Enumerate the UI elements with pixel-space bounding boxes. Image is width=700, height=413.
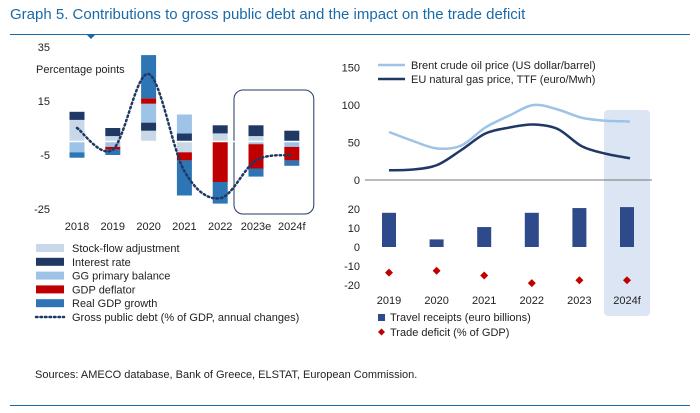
chart-title: Graph 5. Contributions to gross public d… — [10, 6, 526, 23]
travel-bar — [382, 212, 396, 247]
bar-segment-real_gdp — [141, 55, 157, 99]
bar-segment-stock_flow — [69, 119, 85, 142]
legend-label: Interest rate — [72, 257, 131, 269]
travel-bar — [572, 208, 587, 247]
bar-segment-real_gdp — [248, 168, 264, 177]
y-tick-label: 50 — [348, 138, 360, 150]
bar-segment-stock_flow — [141, 130, 157, 142]
x-tick-label: 2024f — [613, 295, 641, 307]
series-line-brent — [388, 103, 631, 151]
legend-label: Travel receipts (euro billions) — [390, 312, 531, 324]
y-tick-label: 100 — [342, 100, 360, 112]
bar-segment-primary — [248, 141, 264, 145]
bar-segment-interest — [212, 125, 228, 134]
bar-segment-primary — [284, 141, 300, 147]
x-tick-label: 2021 — [172, 221, 196, 233]
bar-segment-real_gdp — [176, 160, 192, 196]
debt-line — [75, 72, 294, 200]
bar-segment-stock_flow — [248, 136, 264, 142]
legend-label: Trade deficit (% of GDP) — [390, 327, 509, 339]
x-tick-label: 2022 — [520, 295, 544, 307]
title-notch — [86, 34, 96, 39]
bar-segment-primary — [176, 114, 192, 134]
legend-label: Brent crude oil price (US dollar/barrel) — [411, 60, 596, 72]
bottom-divider — [10, 405, 690, 406]
y-tick-label: -25 — [34, 204, 50, 216]
travel-bar — [477, 227, 492, 247]
y-tick-label: 0 — [354, 242, 360, 254]
x-tick-label: 2023e — [241, 221, 272, 233]
y-tick-label: 10 — [348, 223, 360, 235]
x-tick-label: 2019 — [377, 295, 401, 307]
y-tick-label: -20 — [344, 280, 360, 292]
bar-segment-real_gdp — [284, 160, 300, 166]
x-tick-label: 2023 — [567, 295, 591, 307]
y-tick-label: 0 — [354, 175, 360, 187]
bar-segment-deflator — [284, 146, 300, 161]
y-axis-label: Percentage points — [36, 64, 125, 76]
legend-swatch-stock_flow — [36, 244, 64, 252]
bar-segment-primary — [141, 103, 157, 123]
bar-segment-interest — [105, 128, 121, 137]
bar-segment-primary — [105, 141, 121, 147]
bar-segment-deflator — [141, 98, 157, 104]
bar-segment-real_gdp — [69, 152, 85, 158]
bar-segment-interest — [248, 125, 264, 137]
bar-segment-interest — [176, 133, 192, 142]
trade-deficit-marker — [432, 266, 441, 275]
legend-label: Stock-flow adjustment — [72, 243, 180, 255]
x-tick-label: 2018 — [65, 221, 89, 233]
y-tick-label: -10 — [344, 261, 360, 273]
series-line-gas — [388, 123, 631, 172]
x-tick-label: 2019 — [101, 221, 125, 233]
bar-segment-interest — [284, 130, 300, 142]
bar-segment-interest — [141, 122, 157, 131]
bar-segment-primary — [69, 141, 85, 153]
legend-swatch-trade — [378, 328, 385, 336]
x-tick-label: 2022 — [208, 221, 232, 233]
x-tick-label: 2021 — [472, 295, 496, 307]
y-tick-label: 35 — [38, 42, 50, 54]
bar-segment-real_gdp — [212, 182, 228, 204]
bar-segment-deflator — [248, 144, 264, 169]
legend-label: GDP deflator — [72, 284, 136, 296]
legend-swatch-interest — [36, 257, 64, 266]
bar-segment-real_gdp — [105, 149, 121, 155]
y-tick-label: 20 — [348, 204, 360, 216]
y-tick-label: 15 — [38, 96, 50, 108]
travel-bar — [524, 212, 539, 247]
x-tick-label: 2024f — [278, 221, 306, 233]
forecast-highlight-box — [233, 89, 315, 215]
trade-deficit-marker — [385, 268, 393, 277]
legend-label: Gross public debt (% of GDP, annual chan… — [72, 312, 299, 324]
bar-segment-deflator — [212, 141, 228, 182]
legend-swatch-real_gdp — [36, 299, 64, 308]
bar-segment-stock_flow — [105, 136, 121, 142]
x-tick-label: 2020 — [424, 295, 448, 307]
bar-segment-deflator — [176, 152, 192, 161]
travel-bar — [429, 239, 444, 247]
travel-bar — [620, 207, 634, 247]
title-divider — [10, 34, 690, 35]
trade-deficit-marker — [527, 279, 536, 288]
legend-swatch-primary — [36, 271, 64, 280]
bar-segment-interest — [69, 111, 85, 120]
x-tick-label: 2020 — [136, 221, 160, 233]
trade-deficit-marker — [575, 276, 584, 285]
bar-segment-stock_flow — [212, 133, 228, 142]
bar-segment-stock_flow — [176, 141, 192, 153]
y-tick-label: -5 — [40, 150, 50, 162]
trade-deficit-marker — [623, 276, 631, 285]
trade-deficit-marker — [480, 271, 489, 280]
source-note: Sources: AMECO database, Bank of Greece,… — [35, 369, 418, 381]
legend-label: Real GDP growth — [72, 298, 157, 310]
legend-label: EU natural gas price, TTF (euro/Mwh) — [411, 74, 595, 86]
legend-swatch-deflator — [36, 285, 64, 294]
legend-swatch-travel — [378, 314, 385, 321]
legend-label: GG primary balance — [72, 271, 170, 283]
y-tick-label: 150 — [342, 63, 360, 75]
